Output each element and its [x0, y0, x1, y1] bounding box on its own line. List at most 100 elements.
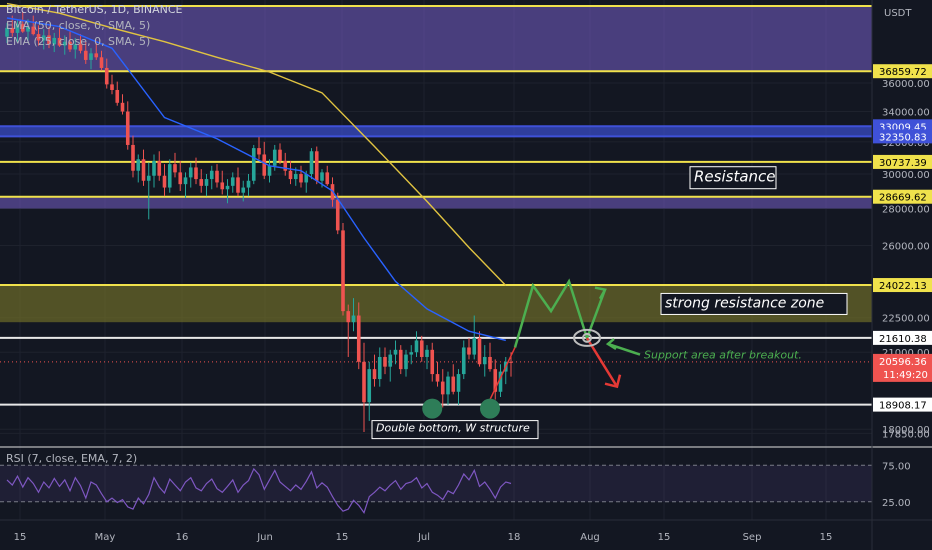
support-label: Support area after breakout. — [644, 349, 802, 362]
price-tick: 26000.00 — [882, 242, 930, 253]
eye-icon-pupil — [582, 332, 592, 343]
zone-purple — [0, 6, 872, 72]
candle-body — [351, 315, 356, 323]
price-badge-label: 24022.13 — [879, 281, 927, 292]
candle-body — [404, 354, 408, 370]
strong-zone-label-box — [660, 292, 848, 315]
candle-body — [31, 26, 36, 35]
price-tick: 22500.00 — [882, 314, 930, 325]
ema25-line — [6, 17, 506, 342]
candle-body — [309, 151, 314, 175]
eye-icon — [573, 328, 601, 347]
candle-body — [440, 381, 445, 395]
candle-body — [5, 27, 9, 37]
candle-body — [36, 34, 41, 41]
candle-body — [383, 356, 387, 367]
candle-body — [414, 340, 419, 353]
candle-body — [131, 144, 135, 171]
candle-body — [173, 164, 177, 173]
price-badge-label: 32350.83 — [879, 132, 927, 143]
candle-body — [362, 361, 366, 403]
chart-legend: Bitcoin / TetherUS, 1D, BINANCE EMA (50,… — [6, 2, 183, 50]
candle-body — [477, 338, 482, 365]
candle-body — [320, 172, 324, 181]
candle-body — [446, 376, 450, 395]
countdown-label: 11:49:20 — [883, 370, 928, 381]
candle-body — [278, 149, 282, 161]
resistance-label: Resistance — [694, 168, 776, 186]
candle-body — [20, 24, 25, 32]
price-tick: 21000.00 — [882, 348, 930, 359]
candle-body — [372, 369, 377, 380]
candle-body — [120, 102, 125, 112]
candle-body — [388, 354, 393, 367]
candle-body — [183, 177, 188, 185]
rsi-pane — [0, 446, 932, 515]
price-badge-label: 33009.45 — [879, 122, 927, 133]
candle-body — [398, 349, 403, 370]
rsi-legend[interactable]: RSI (7, close, EMA, 7, 2) — [6, 452, 138, 465]
strong-zone-label: strong resistance zone — [665, 295, 824, 311]
candle-body — [341, 230, 345, 312]
candle-body — [461, 347, 466, 375]
bottom-marker — [422, 398, 443, 419]
price-badge — [873, 330, 932, 345]
candle-body — [267, 165, 272, 176]
candle-body — [493, 369, 498, 392]
candle-body — [220, 182, 225, 190]
price-tick: 18000.00 — [882, 425, 930, 436]
candle-body — [10, 27, 15, 33]
candle-body — [435, 374, 440, 382]
candles — [5, 11, 513, 432]
time-tick: 15 — [820, 532, 833, 543]
candle-body — [488, 356, 492, 370]
candle-body — [346, 311, 351, 323]
candle-body — [293, 174, 298, 180]
price-badge — [873, 278, 932, 293]
time-tick: 15 — [336, 532, 349, 543]
price-badge-label: 36859.72 — [879, 67, 927, 78]
candle-body — [57, 37, 62, 46]
current-price-badge — [873, 353, 932, 382]
candle-body — [104, 67, 109, 85]
time-tick: 15 — [14, 532, 27, 543]
time-tick: 15 — [658, 532, 671, 543]
rsi-tick: 75.00 — [882, 461, 911, 472]
candle-body — [188, 167, 193, 178]
candle-body — [299, 174, 303, 183]
candle-body — [52, 37, 57, 45]
candle-body — [325, 172, 330, 185]
candle-body — [15, 24, 20, 33]
time-tick: Jun — [256, 532, 273, 543]
candle-body — [251, 148, 256, 181]
symbol-title[interactable]: Bitcoin / TetherUS, 1D, BINANCE — [6, 3, 183, 16]
support-arrow-head — [605, 337, 617, 351]
ema25-legend[interactable]: EMA (25, close, 0, SMA, 5) — [6, 35, 151, 48]
candle-body — [78, 44, 83, 51]
price-badge-label: 30737.39 — [879, 158, 927, 169]
candle-body — [356, 315, 361, 362]
fail-arrow-head — [604, 374, 622, 389]
candle-body — [125, 111, 130, 145]
ema50-legend[interactable]: EMA (50, close, 0, SMA, 5) — [6, 19, 151, 32]
price-badge — [873, 129, 932, 144]
candle-body — [178, 172, 183, 185]
candle-body — [204, 179, 209, 186]
candle-body — [257, 148, 261, 155]
candle-body — [335, 199, 340, 231]
price-tick: 36000.00 — [882, 79, 930, 90]
double-bottom-label: Double bottom, W structure — [376, 422, 530, 435]
candle-body — [246, 180, 251, 188]
price-tick: 34000.00 — [882, 108, 930, 119]
candle-body — [47, 35, 51, 45]
candle-body — [314, 151, 319, 181]
candle-body — [209, 170, 214, 180]
candle-body — [83, 50, 88, 60]
bottom-marker — [480, 398, 500, 419]
candle-body — [283, 160, 288, 171]
candle-body — [110, 84, 114, 90]
price-badge — [873, 189, 932, 204]
current-price-label: 20596.36 — [879, 357, 927, 368]
